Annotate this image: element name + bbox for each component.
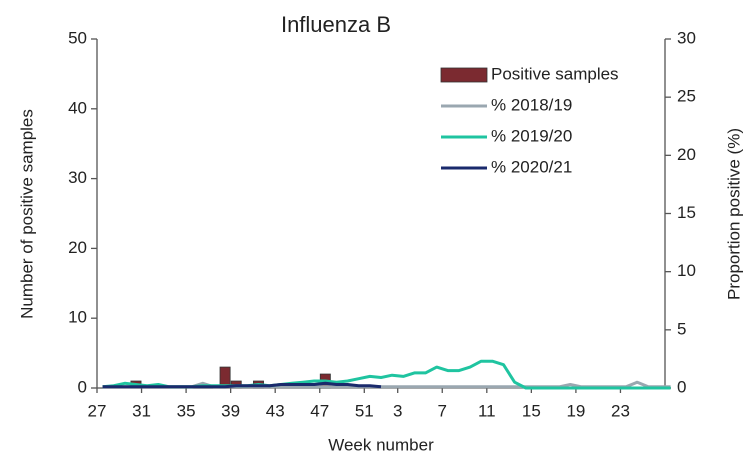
y2-tick-label: 25 [677, 87, 696, 106]
x-tick-label: 11 [478, 401, 496, 420]
x-tick-label: 23 [611, 401, 630, 420]
legend-label: % 2018/19 [491, 95, 572, 114]
y-tick-label: 10 [68, 308, 87, 327]
x-tick-label: 35 [177, 401, 196, 420]
x-tick-label: 43 [266, 401, 285, 420]
x-tick-label: 15 [522, 401, 541, 420]
x-axis-label: Week number [328, 435, 434, 454]
legend-label: % 2020/21 [491, 157, 572, 176]
y2-tick-label: 10 [677, 261, 696, 280]
x-tick-label: 27 [88, 401, 107, 420]
y2-axis-label: Proportion positive (%) [724, 128, 743, 300]
y-tick-label: 30 [68, 168, 87, 187]
y-tick-label: 0 [78, 377, 87, 396]
y2-tick-label: 5 [677, 319, 686, 338]
x-tick-label: 47 [310, 401, 329, 420]
legend-label: Positive samples [491, 64, 619, 83]
x-tick-label: 51 [355, 401, 374, 420]
x-tick-label: 7 [438, 401, 447, 420]
x-tick-label: 19 [566, 401, 585, 420]
x-tick-label: 31 [132, 401, 151, 420]
y2-tick-label: 20 [677, 145, 696, 164]
y-tick-label: 40 [68, 98, 87, 117]
y-tick-label: 20 [68, 238, 87, 257]
y2-tick-label: 0 [677, 377, 686, 396]
legend-swatch [440, 67, 488, 83]
y-axis-label: Number of positive samples [17, 109, 36, 319]
legend-label: % 2019/20 [491, 126, 572, 145]
line [102, 381, 382, 389]
x-tick-label: 3 [393, 401, 402, 420]
chart-title: Influenza B [281, 12, 391, 37]
y2-tick-label: 15 [677, 203, 696, 222]
x-tick-label: 39 [221, 401, 240, 420]
line [102, 359, 671, 390]
y-tick-label: 50 [68, 28, 87, 47]
y2-tick-label: 30 [677, 28, 696, 47]
